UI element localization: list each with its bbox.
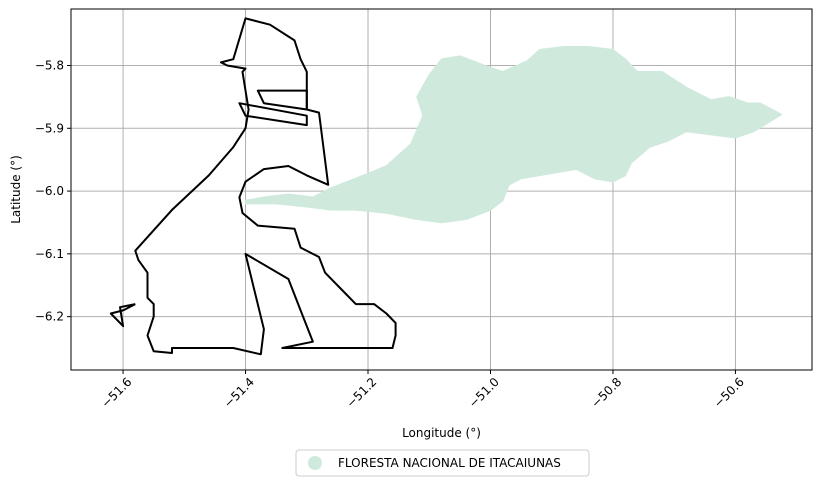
legend-box	[295, 449, 590, 477]
y-tick-label-4: −6.2	[35, 310, 64, 324]
y-tick-label-0: −5.8	[35, 59, 64, 73]
outline-upper-block-1	[256, 89, 308, 111]
outline-main	[134, 17, 397, 356]
forest-area-polygon	[244, 45, 783, 224]
y-axis-label: Latitude (°)	[9, 155, 23, 224]
feature-layer	[109, 17, 783, 356]
y-axis-ticks: −5.8 −5.9 −6.0 −6.1 −6.2	[35, 59, 71, 324]
axes-frame	[70, 8, 813, 371]
legend: FLORESTA NACIONAL DE ITACAIUNAS	[295, 449, 590, 477]
outline-upper-block-2	[238, 102, 308, 127]
y-tick-label-1: −5.9	[35, 121, 64, 135]
y-tick-label-3: −6.1	[35, 247, 64, 261]
outline-west-spur	[109, 303, 136, 328]
x-axis-label: Longitude (°)	[402, 426, 481, 440]
legend-label-forest: FLORESTA NACIONAL DE ITACAIUNAS	[338, 456, 561, 470]
legend-swatch-forest	[308, 456, 322, 470]
y-tick-label-2: −6.0	[35, 184, 64, 198]
